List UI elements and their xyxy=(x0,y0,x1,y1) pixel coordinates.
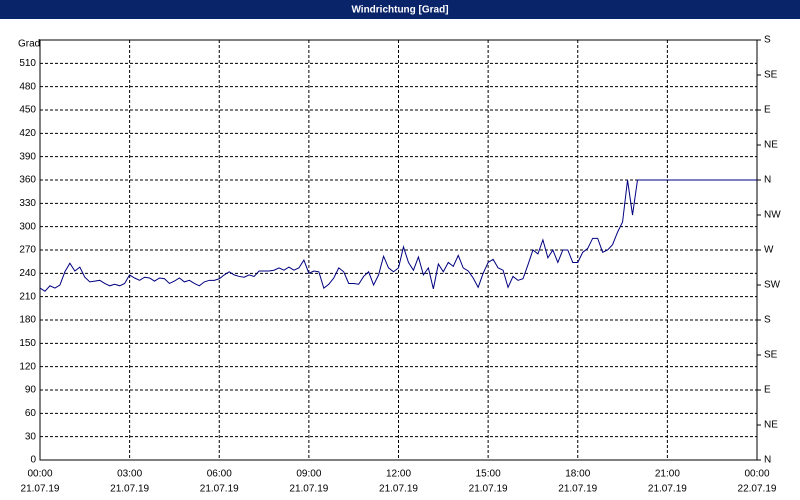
y2-tick-label: SW xyxy=(764,280,781,291)
y-tick-label: 60 xyxy=(25,408,37,419)
x-tick-date: 21.07.19 xyxy=(21,484,60,495)
x-tick-date: 21.07.19 xyxy=(469,484,508,495)
y-tick-label: 510 xyxy=(19,58,36,69)
y-tick-label: 270 xyxy=(19,245,36,256)
y-tick-label: 240 xyxy=(19,268,36,279)
y-tick-label: 30 xyxy=(25,431,37,442)
y-tick-label: 90 xyxy=(25,385,37,396)
y2-tick-label: S xyxy=(764,315,771,326)
chart-title: Windrichtung [Grad] xyxy=(351,5,448,16)
y-tick-label: 120 xyxy=(19,361,36,372)
y2-tick-label: SE xyxy=(764,70,778,81)
y2-tick-label: SE xyxy=(764,350,778,361)
y2-tick-label: NE xyxy=(764,420,778,431)
y-tick-label: 150 xyxy=(19,338,36,349)
y-tick-label: 300 xyxy=(19,221,36,232)
y2-tick-label: W xyxy=(764,245,774,256)
y2-tick-label: E xyxy=(764,105,771,116)
y-tick-label: 480 xyxy=(19,81,36,92)
y2-tick-label: N xyxy=(764,455,771,466)
y-tick-label: 330 xyxy=(19,198,36,209)
y2-tick-label: N xyxy=(764,175,771,186)
x-tick-label: 18:00 xyxy=(565,469,590,480)
x-tick-date: 21.07.19 xyxy=(200,484,239,495)
x-tick-label: 00:00 xyxy=(744,469,769,480)
x-tick-date: 21.07.19 xyxy=(289,484,328,495)
x-tick-date: 21.07.19 xyxy=(379,484,418,495)
y2-tick-label: S xyxy=(764,35,771,46)
title-bar xyxy=(0,0,800,19)
x-tick-label: 21:00 xyxy=(655,469,680,480)
y-tick-label: 420 xyxy=(19,128,36,139)
x-tick-date: 21.07.19 xyxy=(558,484,597,495)
x-tick-label: 12:00 xyxy=(386,469,411,480)
data-line xyxy=(39,179,757,292)
y-tick-label: 0 xyxy=(30,455,36,466)
x-tick-date: 21.07.19 xyxy=(648,484,687,495)
y2-tick-label: E xyxy=(764,385,771,396)
x-tick-date: 21.07.19 xyxy=(110,484,149,495)
y-tick-label: 390 xyxy=(19,151,36,162)
y2-tick-label: NE xyxy=(764,140,778,151)
x-tick-label: 15:00 xyxy=(476,469,501,480)
x-tick-label: 00:00 xyxy=(27,469,52,480)
x-tick-label: 09:00 xyxy=(296,469,321,480)
x-tick-label: 03:00 xyxy=(117,469,142,480)
y-tick-label: 210 xyxy=(19,291,36,302)
y-tick-label: 450 xyxy=(19,105,36,116)
y2-tick-label: NW xyxy=(764,210,781,221)
plot-frame xyxy=(39,39,758,461)
y-axis-label: Grad xyxy=(18,39,40,50)
y-tick-label: 180 xyxy=(19,315,36,326)
x-tick-date: 22.07.19 xyxy=(738,484,777,495)
y-tick-label: 360 xyxy=(19,175,36,186)
x-tick-label: 06:00 xyxy=(207,469,232,480)
